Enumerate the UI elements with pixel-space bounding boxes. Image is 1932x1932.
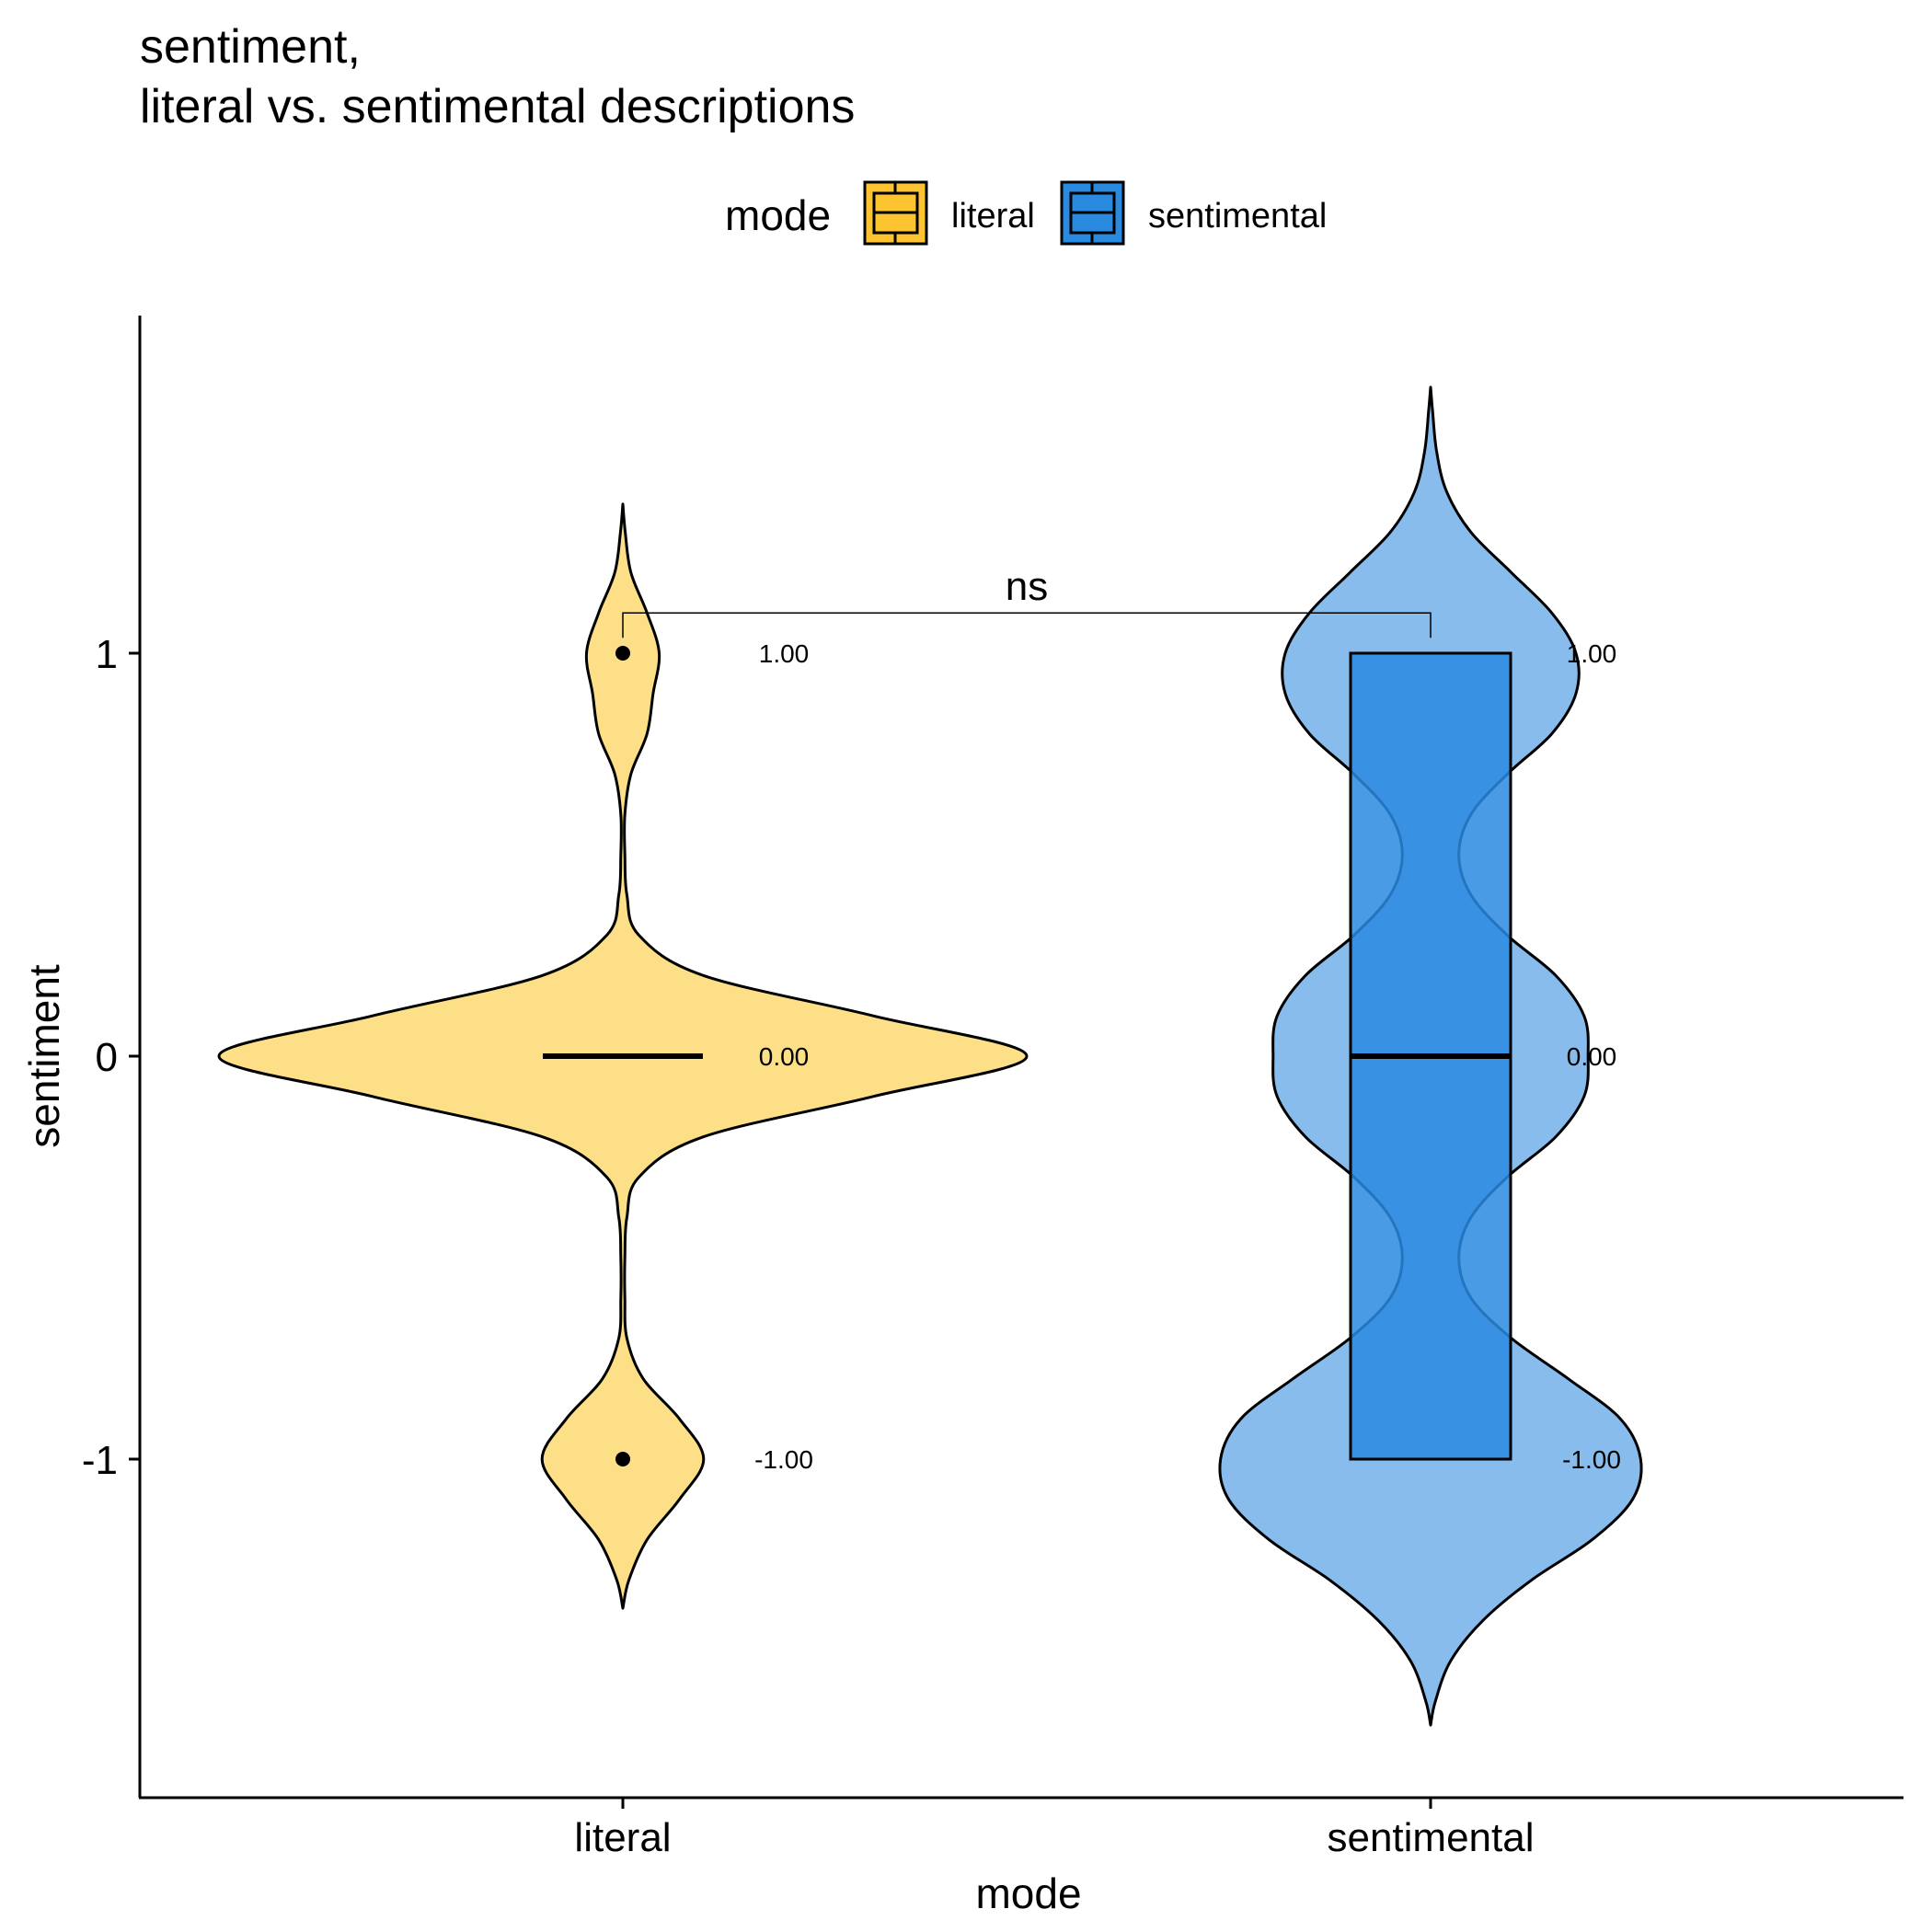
chart-title-line1: sentiment, xyxy=(140,20,361,74)
data-label-sentimental-2: -1.00 xyxy=(1562,1445,1621,1474)
legend-label-sentimental: sentimental xyxy=(1148,197,1327,236)
data-label-sentimental-1: 0.00 xyxy=(1567,1042,1617,1071)
legend-key-sentimental xyxy=(1060,180,1125,246)
data-label-literal-0: 1.00 xyxy=(759,639,810,668)
x-axis-title: mode xyxy=(975,1869,1081,1917)
violin-group-literal: 1.00 0.00 -1.00 xyxy=(217,502,1029,1610)
legend-key-literal xyxy=(863,180,928,246)
data-label-sentimental-0: 1.00 xyxy=(1567,639,1617,668)
violin-group-sentimental: 1.00 0.00 -1.00 xyxy=(1218,385,1643,1727)
y-axis-title: sentiment xyxy=(20,964,68,1148)
data-label-literal-1: 0.00 xyxy=(759,1042,810,1071)
y-tick-label-0: -1 xyxy=(82,1438,118,1483)
legend-label-literal: literal xyxy=(951,197,1035,236)
y-tick-label-1: 0 xyxy=(96,1035,118,1080)
chart-title-line2: literal vs. sentimental descriptions xyxy=(140,80,855,133)
outlier-literal-0 xyxy=(615,646,630,661)
legend: mode literal sentimental xyxy=(725,180,1327,246)
y-tick-label-2: 1 xyxy=(96,632,118,677)
significance-bracket xyxy=(622,612,1432,638)
data-label-literal-2: -1.00 xyxy=(754,1445,813,1474)
plot-area: 1.00 0.00 -1.00 1.00 0.00 -1.00 ns xyxy=(217,385,1643,1727)
axes: -1 0 1 literal sentimental xyxy=(82,632,1535,1860)
significance-label: ns xyxy=(1006,564,1048,609)
legend-title: mode xyxy=(725,191,831,239)
x-tick-label-1: sentimental xyxy=(1327,1815,1534,1860)
x-tick-label-0: literal xyxy=(574,1815,671,1860)
outlier-literal-1 xyxy=(615,1452,630,1466)
